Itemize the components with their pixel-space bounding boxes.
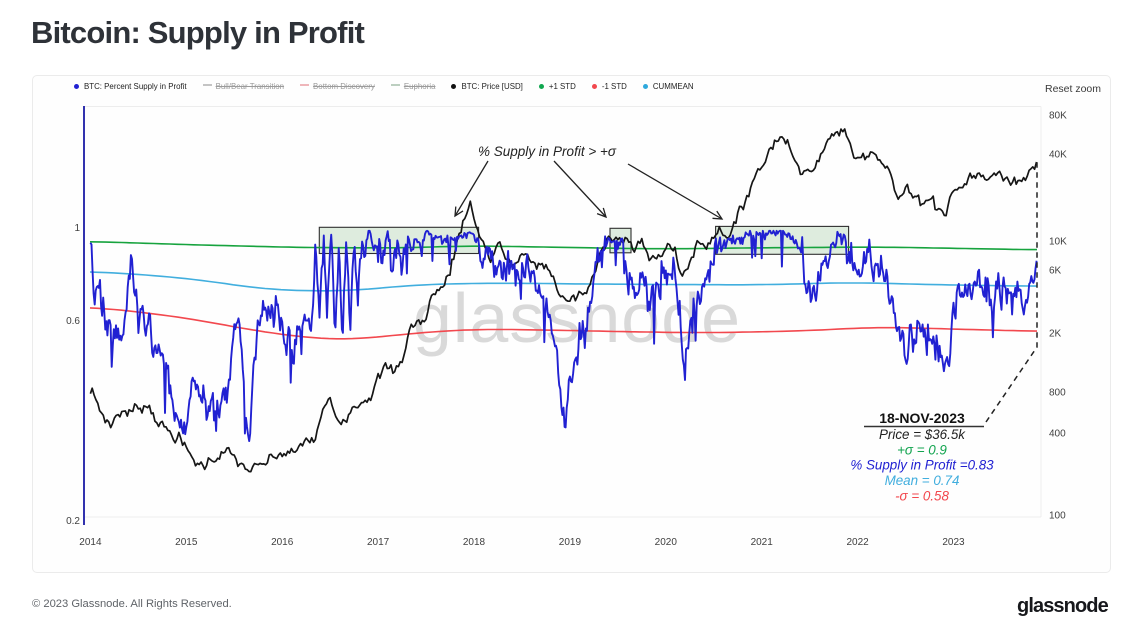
svg-text:100: 100	[1049, 511, 1066, 522]
svg-text:-σ = 0.58: -σ = 0.58	[895, 489, 949, 504]
svg-text:% Supply in Profit =0.83: % Supply in Profit =0.83	[850, 458, 994, 473]
svg-text:2020: 2020	[655, 537, 678, 548]
svg-text:2018: 2018	[463, 537, 486, 548]
svg-text:2015: 2015	[175, 537, 198, 548]
svg-text:10K: 10K	[1049, 237, 1067, 248]
svg-text:2017: 2017	[367, 537, 390, 548]
svg-text:1: 1	[74, 223, 80, 234]
svg-text:Mean = 0.74: Mean = 0.74	[885, 473, 960, 488]
svg-text:2019: 2019	[559, 537, 582, 548]
svg-text:80K: 80K	[1049, 111, 1067, 122]
svg-text:2021: 2021	[751, 537, 774, 548]
svg-text:2023: 2023	[942, 537, 965, 548]
svg-text:Price = $36.5k: Price = $36.5k	[879, 427, 966, 442]
svg-text:40K: 40K	[1049, 150, 1067, 161]
svg-text:+σ = 0.9: +σ = 0.9	[897, 443, 947, 458]
svg-text:2022: 2022	[846, 537, 869, 548]
svg-text:2K: 2K	[1049, 329, 1062, 340]
svg-text:2016: 2016	[271, 537, 294, 548]
svg-text:% Supply in Profit > +σ: % Supply in Profit > +σ	[478, 144, 617, 159]
svg-text:2014: 2014	[79, 537, 102, 548]
svg-text:0.2: 0.2	[66, 516, 80, 527]
svg-text:18-NOV-2023: 18-NOV-2023	[879, 410, 965, 426]
svg-text:6K: 6K	[1049, 266, 1062, 277]
svg-text:0.6: 0.6	[66, 316, 80, 327]
svg-text:glassnode: glassnode	[413, 279, 741, 357]
svg-text:400: 400	[1049, 429, 1066, 440]
svg-text:800: 800	[1049, 388, 1066, 399]
